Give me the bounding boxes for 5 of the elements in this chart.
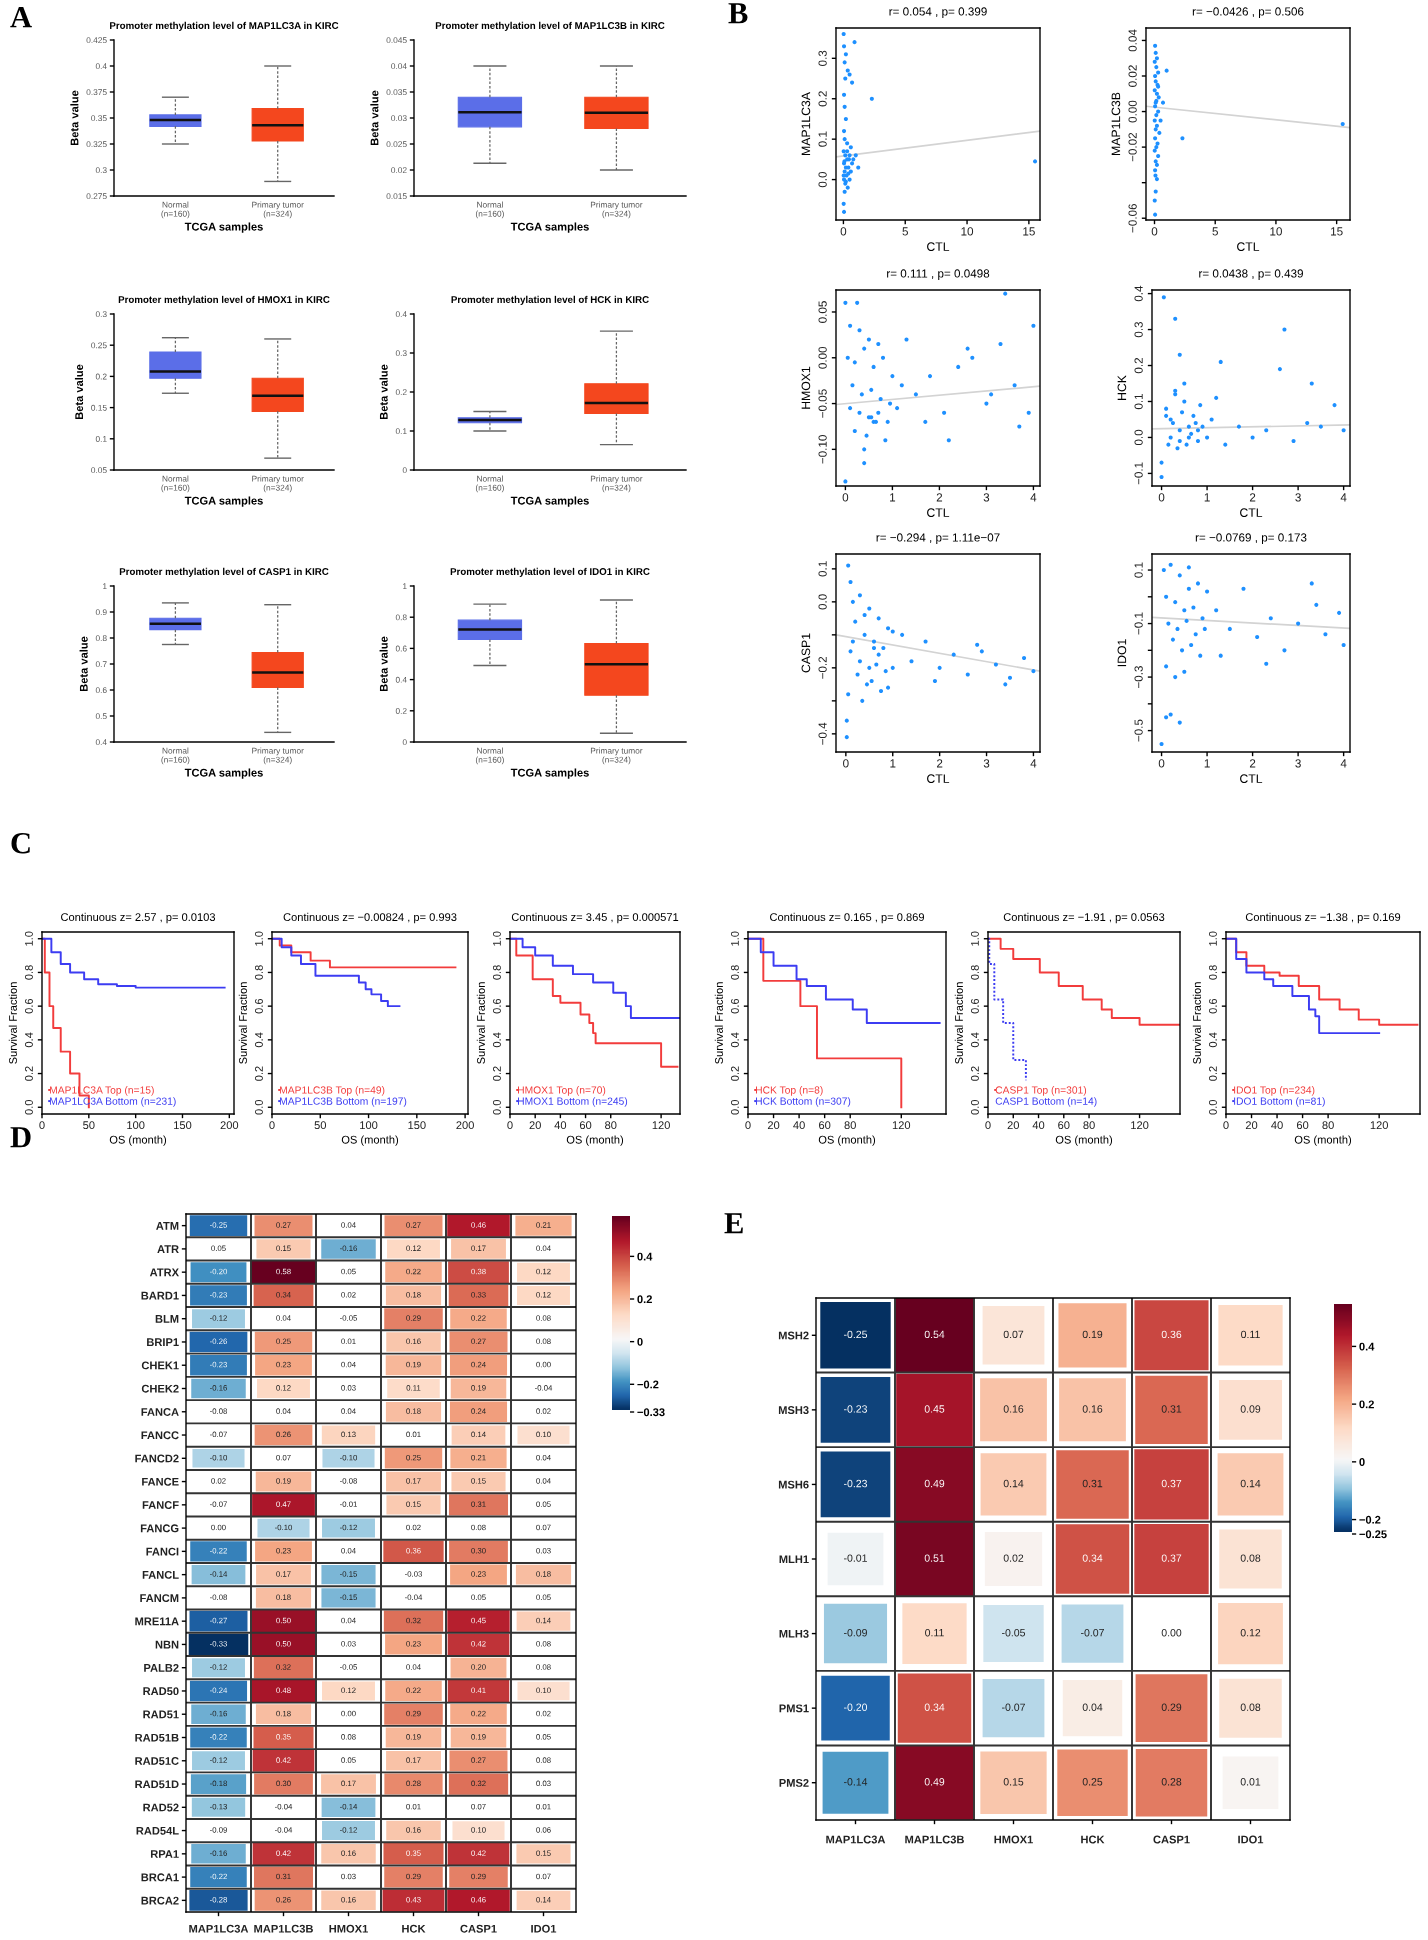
text: A bbox=[10, 7, 32, 28]
text: C bbox=[11, 832, 30, 854]
text: B bbox=[728, 3, 748, 24]
text: E bbox=[724, 1213, 743, 1234]
text: D bbox=[10, 1127, 31, 1148]
